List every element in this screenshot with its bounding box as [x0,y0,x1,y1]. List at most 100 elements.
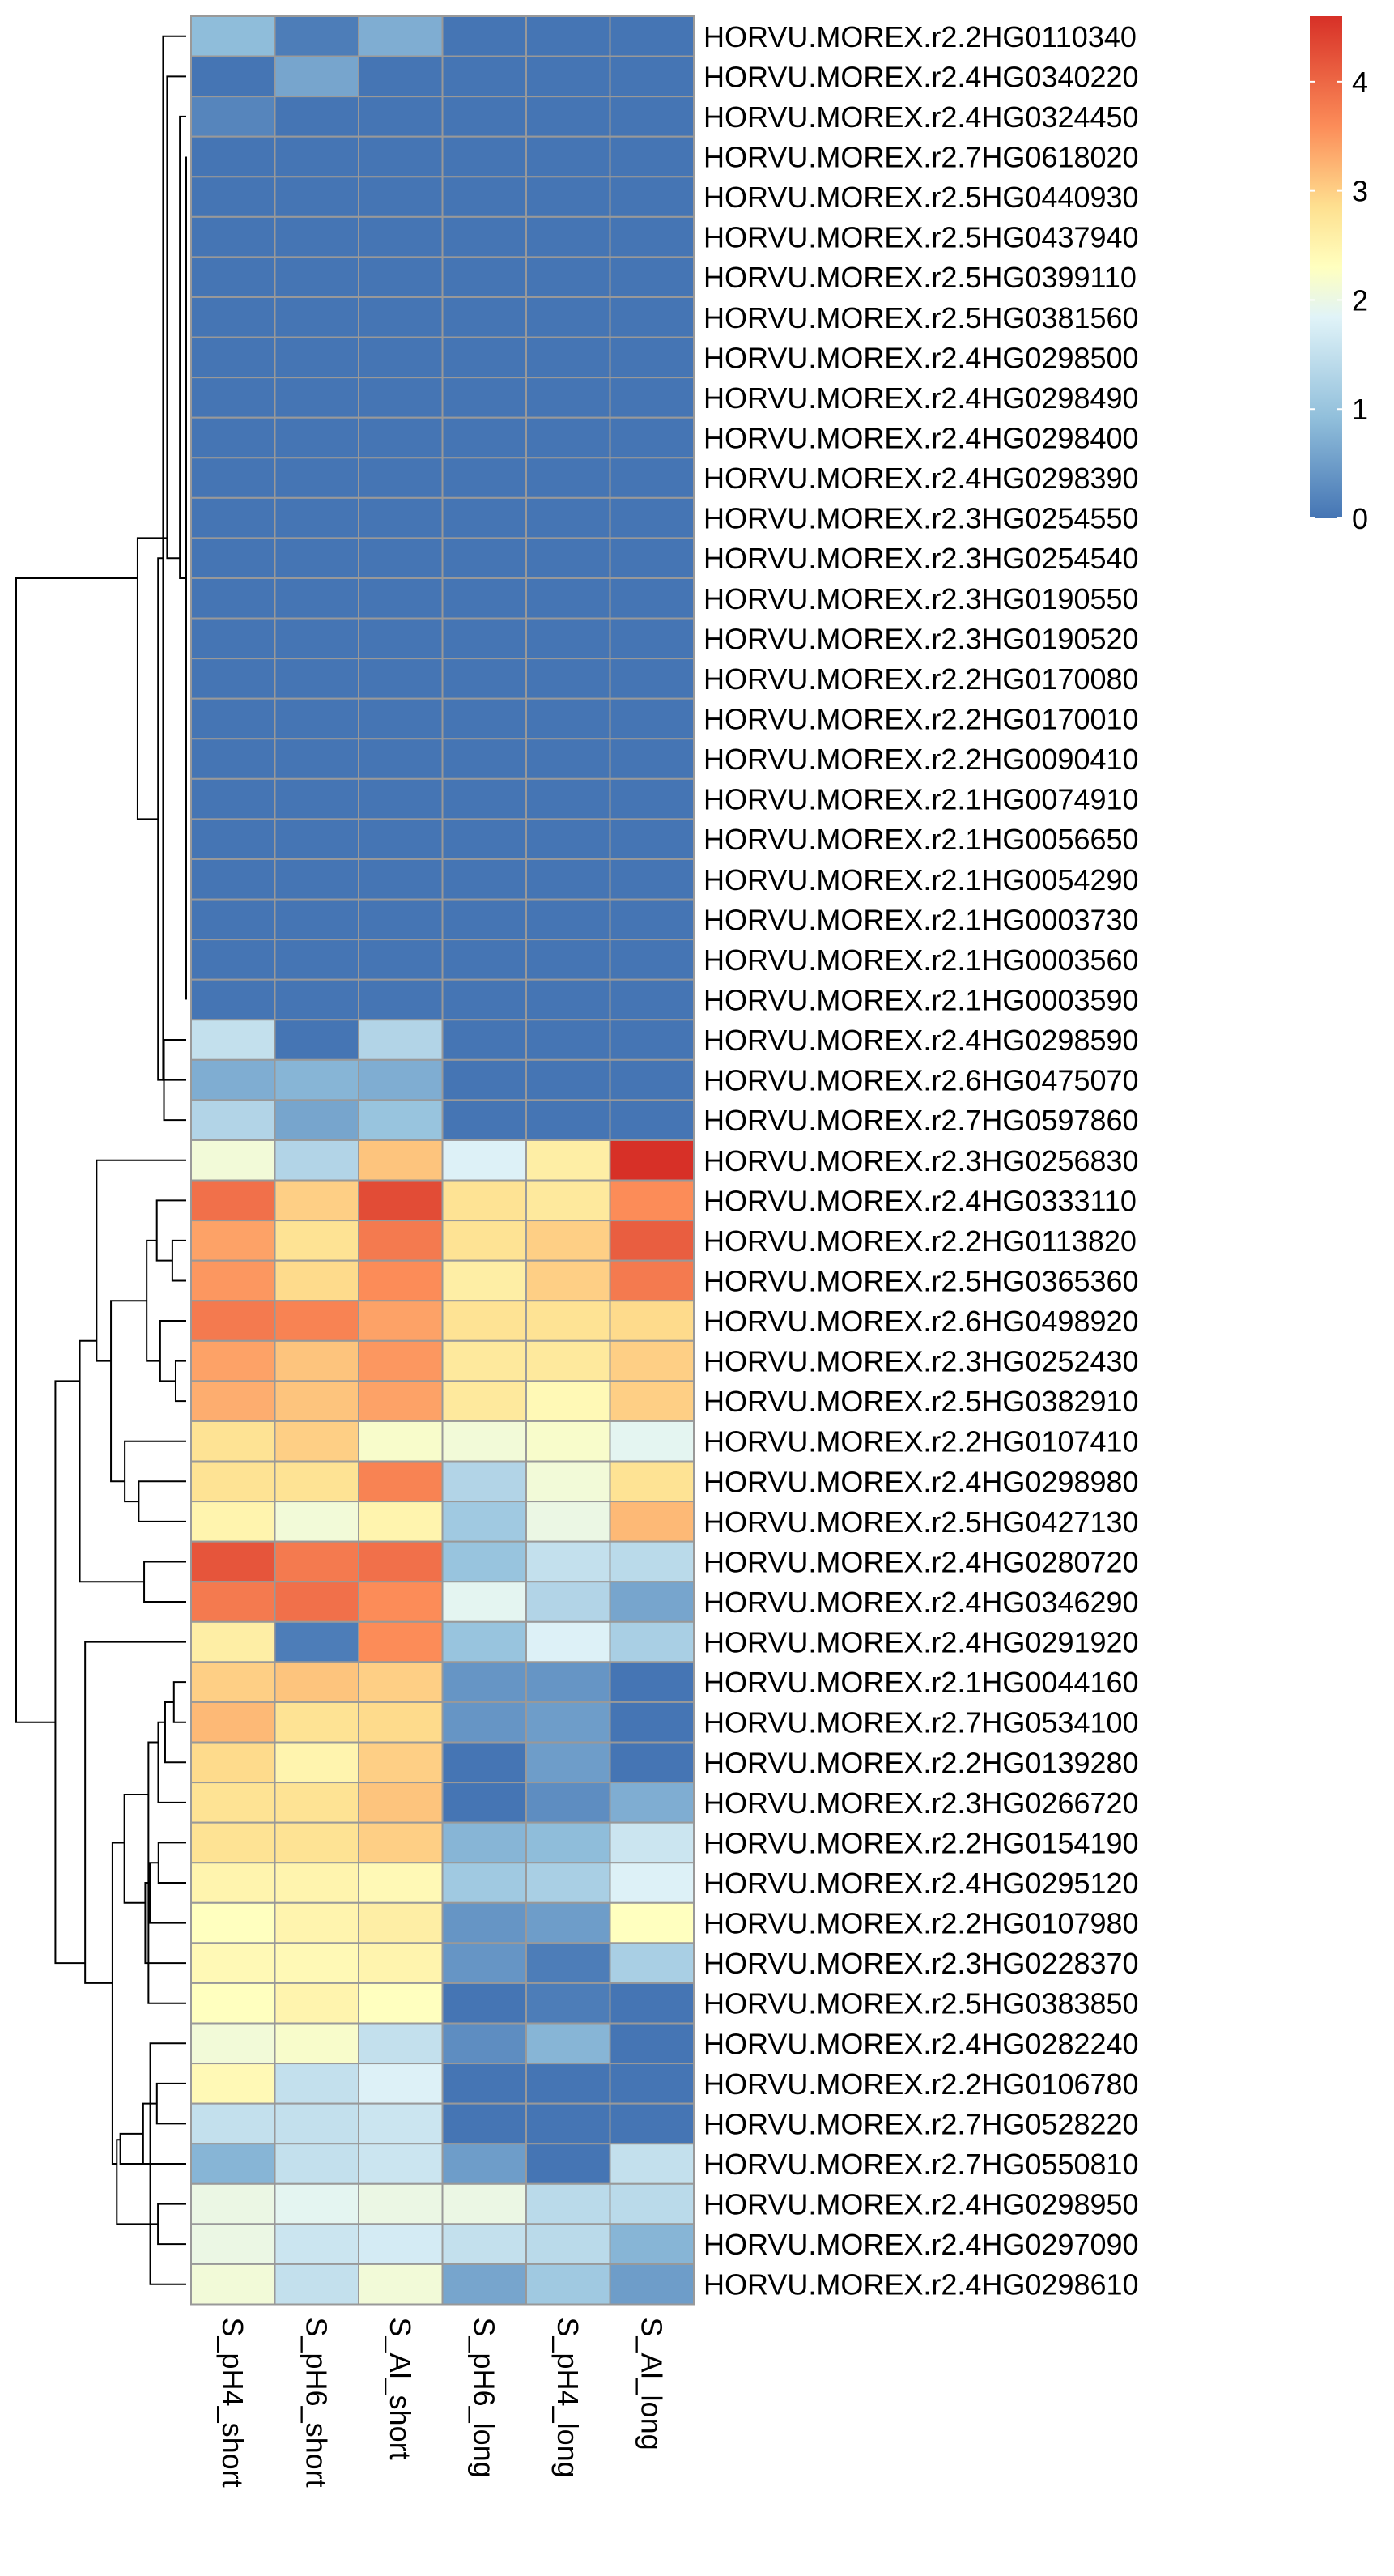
heatmap-cell [525,738,611,780]
heatmap-cell [525,1380,611,1422]
heatmap-cell [609,2143,695,2185]
heatmap-cell [525,176,611,218]
heatmap-cell [609,1741,695,1784]
heatmap-cell [525,1179,611,1222]
heatmap-cell [441,1862,527,1904]
heatmap-cell [609,898,695,941]
heatmap-cell [441,1821,527,1864]
heatmap-cell [441,1661,527,1703]
heatmap-cell [609,537,695,579]
row-label: HORVU.MOREX.r2.4HG0298500 [703,341,1139,374]
row-label: HORVU.MOREX.r2.4HG0282240 [703,2027,1139,2060]
heatmap-cell [525,1862,611,1904]
heatmap-cell [190,1901,276,1944]
row-label: HORVU.MOREX.r2.2HG0170080 [703,662,1139,696]
heatmap-cell [358,697,444,740]
heatmap-cell [609,1821,695,1864]
row-label: HORVU.MOREX.r2.7HG0618020 [703,141,1139,174]
heatmap-cell [358,2102,444,2145]
heatmap-cell [609,256,695,298]
heatmap-cell [441,256,527,298]
heatmap-cell [274,1821,359,1864]
heatmap-cell [609,55,695,98]
row-label: HORVU.MOREX.r2.1HG0054290 [703,863,1139,896]
heatmap-cell [525,1782,611,1824]
heatmap-cell [609,1220,695,1262]
heatmap-cell [609,1380,695,1422]
heatmap-cell [609,1460,695,1503]
dendrogram-branch [162,35,186,1081]
heatmap-cell [609,939,695,981]
heatmap-cell [525,457,611,499]
dendrogram-branch [110,1300,147,1483]
heatmap-cell [358,658,444,700]
dendrogram-branch [147,1741,186,2004]
heatmap-cell [358,96,444,138]
dendrogram-branch [143,1561,186,1603]
dendrogram-branch [157,557,164,1081]
heatmap-cell [525,96,611,138]
heatmap-cell [525,2143,611,2185]
heatmap-cell [609,176,695,218]
heatmap-cell [358,1300,444,1342]
dendrogram-branch [155,1199,186,1262]
heatmap-cell [190,2223,276,2265]
heatmap-cell [274,416,359,459]
heatmap-cell [441,2143,527,2185]
heatmap-cell [525,1741,611,1784]
column-labels: S_pH4_short S_pH6_short S_Al_short S_pH6_lo… [216,2317,669,2487]
heatmap-cell [609,1058,695,1101]
heatmap-cell [358,1259,444,1302]
heatmap-cell [525,978,611,1021]
heatmap-cell [441,577,527,620]
row-label: HORVU.MOREX.r2.7HG0550810 [703,2148,1139,2181]
heatmap-cell [190,1339,276,1382]
heatmap-cell [358,416,444,459]
heatmap-cell [609,1901,695,1944]
heatmap-cell [525,1901,611,1944]
dendrogram-branch [157,1842,186,1884]
heatmap-cell [525,1019,611,1061]
heatmap-cell [190,135,276,178]
heatmap-cell [525,577,611,620]
row-label: HORVU.MOREX.r2.2HG0090410 [703,743,1139,776]
heatmap-cell [441,978,527,1021]
colorbar-tick-label: 3 [1352,175,1368,208]
heatmap-cell [274,1259,359,1302]
heatmap-cell [358,1661,444,1703]
heatmap-cell [525,377,611,419]
dendrogram-branch [119,2132,186,2165]
heatmap-cell [525,939,611,981]
heatmap-cell [609,697,695,740]
heatmap-cell [190,1460,276,1503]
heatmap-cell [190,1099,276,1141]
heatmap-cell [190,697,276,740]
heatmap-cell [609,858,695,901]
heatmap-cell [358,777,444,820]
heatmap-cell [274,1741,359,1784]
heatmap-cell [274,2063,359,2105]
heatmap-cell [525,1661,611,1703]
row-label: HORVU.MOREX.r2.5HG0365360 [703,1264,1139,1297]
heatmap-cell [358,939,444,981]
heatmap-cell [609,1501,695,1543]
heatmap-cell [190,738,276,780]
row-label: HORVU.MOREX.r2.1HG0003590 [703,983,1139,1016]
heatmap-cell [441,658,527,700]
heatmap-cell [441,135,527,178]
heatmap-cell [190,377,276,419]
row-label: HORVU.MOREX.r2.2HG0107980 [703,1907,1139,1940]
heatmap-cell [358,818,444,860]
heatmap-cell [274,2223,359,2265]
heatmap-cell [358,1501,444,1543]
heatmap-cell [609,2063,695,2105]
heatmap-cell [358,1821,444,1864]
heatmap-cell [609,738,695,780]
heatmap-cell [274,96,359,138]
heatmap-cell [274,1901,359,1944]
row-label: HORVU.MOREX.r2.4HG0298400 [703,421,1139,454]
heatmap-cell [274,2263,359,2306]
heatmap-cell [358,55,444,98]
heatmap-cell [358,1179,444,1222]
